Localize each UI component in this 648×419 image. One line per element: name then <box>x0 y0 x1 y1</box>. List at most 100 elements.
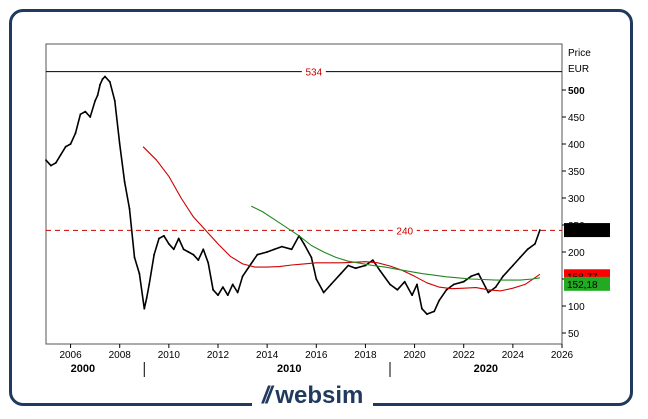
price-point <box>123 180 126 183</box>
x-tick-label: 2010 <box>158 350 181 361</box>
x-tick-label: 2012 <box>207 350 230 361</box>
price-point <box>94 99 97 102</box>
price-point <box>101 78 104 81</box>
price-point <box>487 291 490 294</box>
price-point <box>74 132 77 135</box>
price-point <box>145 297 148 299</box>
level-label-current: 240 <box>396 226 413 237</box>
price-point <box>118 143 121 145</box>
price-point <box>187 251 190 253</box>
price-point <box>89 116 92 118</box>
price-point <box>231 283 234 286</box>
y-tick-label: 450 <box>568 113 585 124</box>
price-point <box>64 145 67 148</box>
y-tick-label: 50 <box>568 329 580 340</box>
x-tick-label: 2020 <box>403 350 426 361</box>
y-tick-label: 200 <box>568 248 585 259</box>
price-point <box>347 264 350 267</box>
x-tick-label: 2026 <box>551 350 574 361</box>
price-point <box>310 256 313 259</box>
price-point <box>192 253 195 256</box>
price-point <box>538 229 541 231</box>
price-point <box>167 243 170 245</box>
y-tick-label: 500 <box>568 86 585 97</box>
price-point <box>403 280 406 283</box>
x-tick-label: 2024 <box>502 350 525 361</box>
price-point <box>236 291 239 294</box>
price-point <box>494 286 497 288</box>
price-point <box>354 267 357 270</box>
plot-area <box>45 43 563 345</box>
level-label-bg-high <box>301 65 326 78</box>
price-point <box>416 283 418 286</box>
price-point <box>207 261 210 264</box>
price-point <box>202 248 205 251</box>
price-point <box>322 291 325 294</box>
x-tick-label: 2022 <box>453 350 476 361</box>
price-point <box>54 162 57 164</box>
price-point <box>222 286 224 288</box>
price-point <box>172 248 175 251</box>
price-point <box>379 270 382 272</box>
price-point <box>182 248 185 251</box>
price-point <box>226 294 229 297</box>
price-point <box>502 275 504 278</box>
price-point <box>273 248 276 251</box>
price-point <box>138 272 141 275</box>
price-point <box>425 313 428 315</box>
price-point <box>371 259 374 261</box>
price-point <box>148 283 151 286</box>
websim-logo: // websim <box>252 381 374 411</box>
price-point <box>445 288 448 291</box>
price-point <box>69 143 72 145</box>
y-axis-label: Price <box>568 48 591 59</box>
price-tag: 240,61 <box>567 226 598 237</box>
price-point <box>339 272 342 275</box>
price-point <box>389 283 391 286</box>
x-tick-label: 2014 <box>256 350 279 361</box>
y-tick-label: 100 <box>568 302 585 313</box>
price-point <box>143 307 146 310</box>
price-point <box>534 243 536 245</box>
price-point <box>433 310 436 313</box>
price-tag-bg <box>564 223 610 238</box>
price-point <box>96 94 99 97</box>
y-tick-label: 300 <box>568 194 585 205</box>
price-point <box>163 234 165 237</box>
websim-wordmark: websim <box>275 382 364 409</box>
websim-w-icon: // <box>262 382 272 409</box>
price-point <box>128 207 131 210</box>
price-point <box>303 243 305 245</box>
price-tag-bg <box>564 276 610 291</box>
price-point <box>266 251 269 253</box>
decade-label: 2020 <box>474 363 498 375</box>
price-point <box>104 75 106 78</box>
price-point <box>526 248 529 251</box>
price-point <box>290 248 293 251</box>
price-point <box>477 272 480 275</box>
x-tick-label: 2016 <box>305 350 328 361</box>
price-point <box>462 280 465 283</box>
price-point <box>470 275 472 278</box>
series-line-ma_red <box>142 146 541 292</box>
price-point <box>411 294 414 297</box>
y-tick-label: 400 <box>568 140 585 151</box>
price-point <box>438 299 441 302</box>
price-point <box>212 288 214 291</box>
price-point <box>396 288 399 291</box>
price-point <box>519 256 522 259</box>
price-point <box>158 237 160 240</box>
series-line-ma_green <box>250 205 540 281</box>
x-tick-label: 2008 <box>109 350 132 361</box>
price-point <box>364 264 367 267</box>
price-point <box>197 259 200 261</box>
level-label-bg-current <box>392 224 417 237</box>
price-point <box>241 275 244 278</box>
price-point <box>452 283 455 286</box>
price-point <box>153 253 156 256</box>
price-point <box>177 237 180 240</box>
price-point <box>330 283 332 286</box>
price-point <box>133 256 136 259</box>
price-point <box>84 110 87 113</box>
